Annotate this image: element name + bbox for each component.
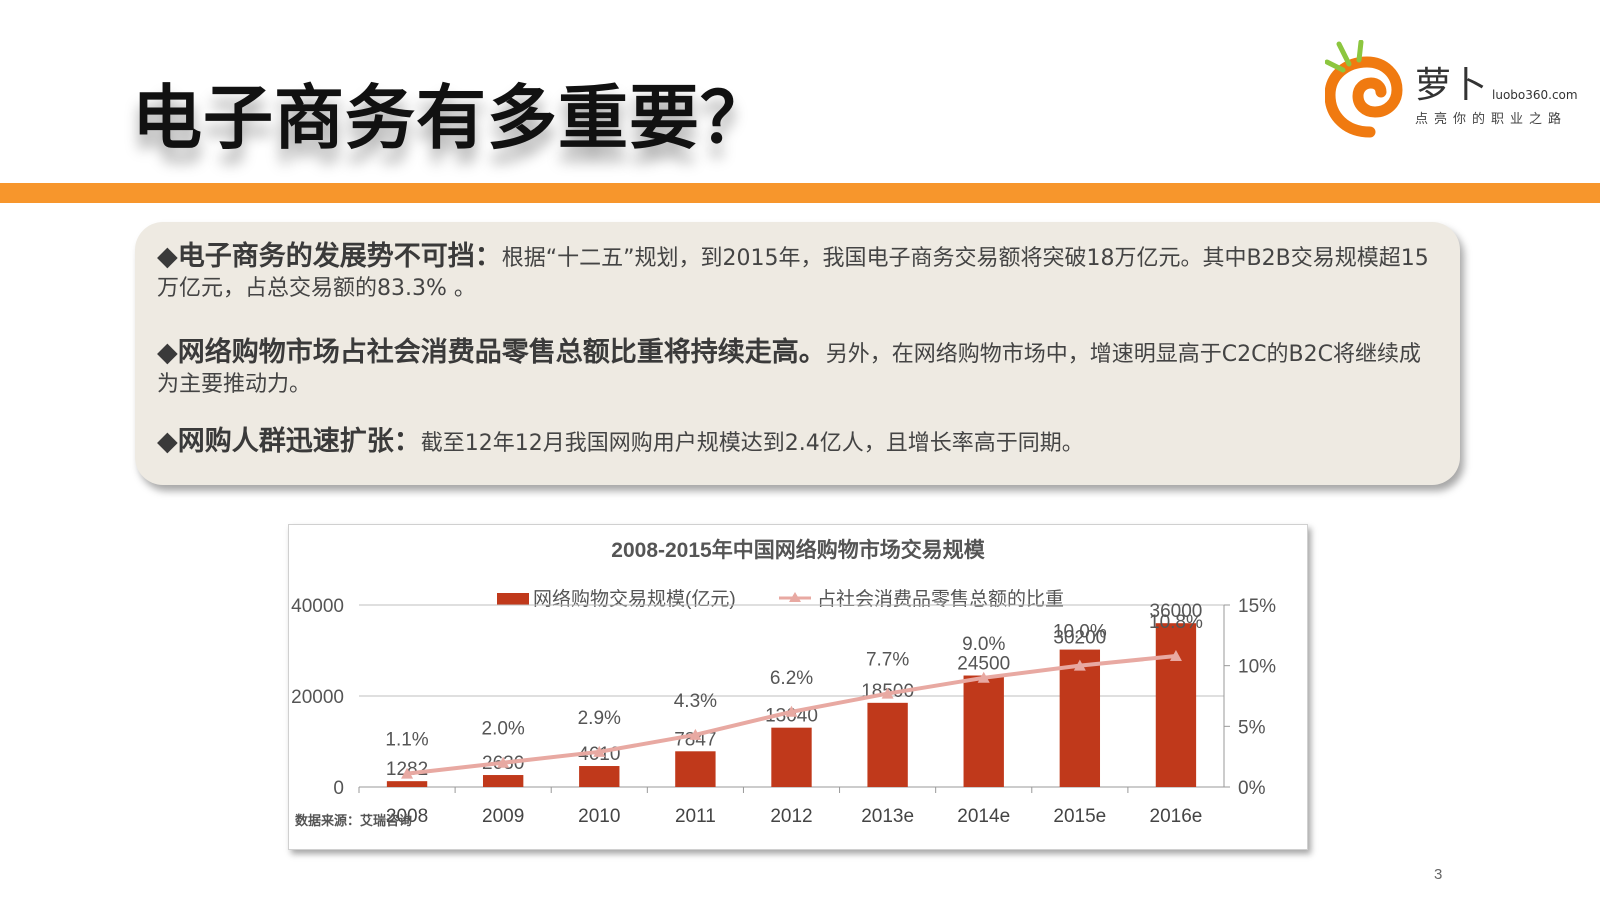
y-right-tick-label: 10% xyxy=(1238,657,1276,678)
line-point xyxy=(401,767,414,779)
line-value-label: 6.2% xyxy=(770,668,813,689)
x-tick-label: 2015e xyxy=(1053,806,1106,827)
bullet-ecommerce-trend: ◆电子商务的发展势不可挡：根据“十二五”规划，到2015年，我国电子商务交易额将… xyxy=(157,242,1437,304)
logo-slogan: 点亮你的职业之路 xyxy=(1415,112,1568,127)
chart-source: 数据来源：艾瑞咨询 xyxy=(295,813,412,828)
x-tick-label: 2008 xyxy=(386,806,428,827)
logo-domain: luobo360.com xyxy=(1492,88,1578,102)
bullet-online-shoppers: ◆网购人群迅速扩张：截至12年12月我国网购用户规模达到2.4亿人，且增长率高于… xyxy=(157,427,1437,459)
x-tick-label: 2014e xyxy=(957,806,1010,827)
line-value-label: 7.7% xyxy=(866,650,909,671)
orange-divider xyxy=(0,183,1600,203)
legend-line-marker xyxy=(789,592,801,602)
y-right-tick-label: 5% xyxy=(1238,717,1266,738)
bar xyxy=(386,781,428,787)
bar xyxy=(1155,623,1197,787)
line-point xyxy=(881,687,894,699)
x-tick-label: 2010 xyxy=(578,806,620,827)
line-point xyxy=(1169,649,1182,661)
line-value-label: 4.3% xyxy=(674,691,717,712)
line-point xyxy=(689,728,702,740)
bar xyxy=(771,727,812,787)
x-tick-label: 2016e xyxy=(1150,806,1203,827)
line-value-label: 10.0% xyxy=(1053,622,1107,643)
line-point xyxy=(1073,659,1086,671)
chart-container: 2008-2015年中国网络购物市场交易规模网络购物交易规模(亿元) 占社会消费品… xyxy=(288,524,1308,850)
chart-title: 2008-2015年中国网络购物市场交易规模 xyxy=(611,538,985,562)
page-number: 3 xyxy=(1434,866,1443,883)
line-value-label: 2.0% xyxy=(482,719,525,740)
bar xyxy=(867,702,908,787)
logo-name: 萝卜 xyxy=(1415,65,1488,106)
luobo-logo: 萝卜 luobo360.com 点亮你的职业之路 xyxy=(1324,39,1585,140)
bullet-heading: ◆网络购物市场占社会消费品零售总额比重将持续走高。 xyxy=(157,337,826,368)
y-left-tick-label: 40000 xyxy=(291,596,344,617)
line-value-label: 1.1% xyxy=(385,730,428,751)
line-value-label: 10.8% xyxy=(1149,612,1203,633)
line-point xyxy=(785,705,798,717)
legend-bar-label: 网络购物交易规模(亿元) xyxy=(533,588,736,610)
line-point xyxy=(593,745,606,757)
bar-value-label: 36000 xyxy=(1150,601,1203,622)
bar-value-label: 30200 xyxy=(1053,628,1106,649)
bar xyxy=(482,775,524,787)
legend-bar-swatch xyxy=(497,593,529,605)
y-left-tick-label: 20000 xyxy=(291,687,344,708)
x-tick-label: 2009 xyxy=(482,806,524,827)
line-point xyxy=(497,756,510,768)
bullet-heading: ◆网购人群迅速扩张： xyxy=(157,426,421,457)
bullet-text: 根据“十二五”规划，到2015年，我国电子商务交易额将突破18万亿元。其中B2B… xyxy=(157,246,1429,301)
line-value-label: 9.0% xyxy=(962,634,1005,655)
bar xyxy=(675,751,716,787)
bullet-online-shopping-share: ◆网络购物市场占社会消费品零售总额比重将持续走高。另外，在网络购物市场中，增速明… xyxy=(157,338,1437,400)
line-point xyxy=(977,671,990,683)
bar-value-label: 24500 xyxy=(957,654,1010,675)
bullet-text: 截至12年12月我国网购用户规模达到2.4亿人，且增长率高于同期。 xyxy=(420,431,1084,456)
bullet-text: 另外，在网络购物市场中，增速明显高于C2C的B2C将继续成为主要推动力。 xyxy=(157,342,1421,397)
y-left-tick-label: 0 xyxy=(333,778,344,799)
bar xyxy=(579,766,620,787)
logo-swirl-icon xyxy=(1324,39,1403,138)
x-tick-label: 2011 xyxy=(675,806,716,827)
x-tick-label: 2012 xyxy=(770,806,812,827)
bar xyxy=(1059,649,1101,787)
line-value-label: 2.9% xyxy=(578,708,621,729)
info-box: ◆电子商务的发展势不可挡：根据“十二五”规划，到2015年，我国电子商务交易额将… xyxy=(135,222,1460,485)
bullet-heading: ◆电子商务的发展势不可挡： xyxy=(157,241,502,272)
slide-title: 电子商务有多重要？ xyxy=(132,77,771,159)
x-tick-label: 2013e xyxy=(861,806,914,827)
bar xyxy=(963,675,1004,787)
y-right-tick-label: 0% xyxy=(1238,778,1266,799)
legend-line-label: 占社会消费品零售总额的比重 xyxy=(817,588,1064,610)
y-right-tick-label: 15% xyxy=(1238,596,1276,617)
